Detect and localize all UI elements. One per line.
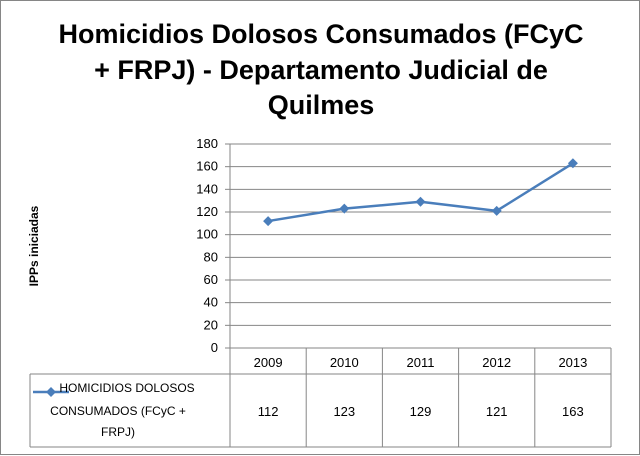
table-value-cell: 123 (333, 404, 355, 419)
legend-label-line-3: FRPJ) (101, 425, 135, 439)
data-point-marker (415, 196, 426, 207)
data-point-marker (491, 205, 502, 216)
x-tick-label: 2013 (558, 355, 587, 370)
y-tick-label: 140 (196, 181, 218, 196)
table-value-cell: 163 (562, 404, 584, 419)
x-tick-label: 2009 (254, 355, 283, 370)
chart-title-line-3: Quilmes (268, 90, 375, 120)
y-tick-label: 120 (196, 204, 218, 219)
y-tick-label: 180 (196, 136, 218, 151)
y-tick-label: 20 (204, 317, 218, 332)
axes (225, 143, 231, 349)
x-tick-label: 2010 (330, 355, 359, 370)
legend: HOMICIDIOS DOLOSOS CONSUMADOS (FCyC + FR… (33, 381, 195, 439)
chart-title: Homicidios Dolosos Consumados (FCyC + FR… (58, 19, 583, 120)
table-value-cell: 129 (410, 404, 432, 419)
y-tick-label: 40 (204, 295, 218, 310)
gridlines (230, 143, 611, 326)
y-tick-label: 160 (196, 159, 218, 174)
y-tick-label: 100 (196, 227, 218, 242)
x-tick-label: 2011 (407, 355, 435, 370)
data-point-marker (263, 216, 274, 227)
table-value-cell: 121 (486, 404, 508, 419)
chart-title-line-1: Homicidios Dolosos Consumados (FCyC (58, 19, 583, 49)
legend-label-line-1: HOMICIDIOS DOLOSOS (59, 381, 194, 395)
y-tick-label: 0 (211, 340, 218, 355)
table-value-cell: 112 (258, 404, 279, 419)
y-tick-label: 60 (204, 272, 218, 287)
x-tick-label: 2012 (482, 355, 511, 370)
chart-title-line-2: + FRPJ) - Departamento Judicial de (94, 55, 548, 85)
series-line (263, 158, 578, 227)
y-tick-labels: 0 20 40 60 80 100 120 140 160 180 (196, 136, 218, 355)
legend-label-line-2: CONSUMADOS (FCyC + (50, 404, 186, 418)
legend-marker-swatch (46, 387, 56, 397)
data-table: 2009 2010 2011 2012 2013 112 123 129 121 163 (29, 347, 612, 448)
y-tick-label: 80 (204, 249, 218, 264)
y-axis-label: IPPs iniciadas (27, 205, 41, 286)
data-point-marker (567, 158, 578, 169)
data-point-marker (339, 203, 350, 214)
